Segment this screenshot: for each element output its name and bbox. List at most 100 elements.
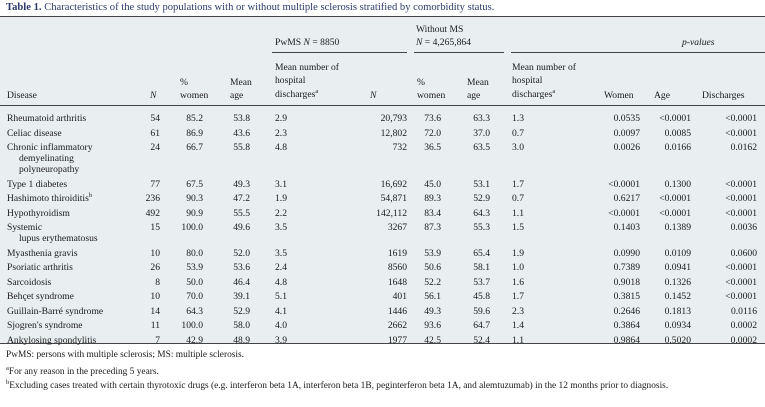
table-cell-age: 39.1 xyxy=(233,291,250,302)
table-cell-pct2: 50.6 xyxy=(424,262,441,273)
footnote-b: bExcluding cases treated with certain th… xyxy=(6,378,669,391)
table-cell-n: 14 xyxy=(150,305,160,317)
table-cell-n: 10 xyxy=(150,291,160,302)
table-row-disease: Sarcoidosis xyxy=(7,276,52,288)
rule-top xyxy=(0,16,765,17)
table-cell-age2: 53.1 xyxy=(473,178,490,190)
table-cell-age2: 65.4 xyxy=(473,247,490,259)
header-age2-line1: Mean xyxy=(467,77,489,88)
table-cell-n2: 54,871 xyxy=(380,193,407,204)
table-cell-n: 15 xyxy=(150,222,160,233)
group-without-line1: Without MS xyxy=(416,24,464,35)
table-cell-pa: 0.1813 xyxy=(664,305,691,317)
table-cell-age: 49.6 xyxy=(233,222,250,233)
table-cell-pct2: 49.3 xyxy=(424,305,441,317)
table-cell-n: 7 xyxy=(155,334,160,346)
table-cell-age: 48.9 xyxy=(233,334,250,346)
table-cell-pct: 90.3 xyxy=(186,193,203,204)
table-cell-pd: <0.0001 xyxy=(725,178,757,190)
table-cell-age: 52.0 xyxy=(233,247,250,259)
table-cell-n2: 1446 xyxy=(387,305,407,317)
table-cell-pct2: 42.5 xyxy=(424,334,441,346)
table-cell-age: 43.6 xyxy=(233,127,250,139)
table-cell-pct2: 87.3 xyxy=(424,222,441,233)
header-pct2-line1: % xyxy=(417,77,425,88)
table-cell-pw: 0.2646 xyxy=(613,305,640,317)
table-cell-dis2: 1.1 xyxy=(512,334,524,346)
table-cell-pct: 70.0 xyxy=(186,291,203,302)
table-cell-n: 26 xyxy=(150,262,160,273)
table-row-disease: Psoriatic arthritis xyxy=(7,262,73,273)
table-cell-n: 61 xyxy=(150,127,160,139)
table-cell-n: 24 xyxy=(150,142,160,153)
table-cell-n: 236 xyxy=(145,193,160,204)
table-cell-dis: 4.8 xyxy=(275,276,287,288)
table-cell-age2: 55.3 xyxy=(473,222,490,233)
rule-header-bottom xyxy=(0,105,765,106)
table-cell-pct: 100.0 xyxy=(181,320,203,331)
table-cell-age2: 45.8 xyxy=(473,291,490,302)
table-cell-age2: 52.9 xyxy=(473,193,490,204)
table-cell-n2: 8560 xyxy=(387,262,407,273)
table-cell-age2: 64.7 xyxy=(473,320,490,331)
table-cell-dis: 4.1 xyxy=(275,305,287,317)
table-cell-pct2: 56.1 xyxy=(424,291,441,302)
header-dis2-line2: hospital xyxy=(512,75,543,86)
table-cell-n2: 1648 xyxy=(387,276,407,288)
table-cell-pw: 0.7389 xyxy=(613,262,640,273)
table-cell-dis2: 2.3 xyxy=(512,305,524,317)
table-cell-age2: 37.0 xyxy=(473,127,490,139)
table-row-disease: Behçet syndrome xyxy=(7,291,74,302)
table-cell-pw: 0.0097 xyxy=(613,127,640,139)
table-cell-pct: 66.7 xyxy=(186,142,203,153)
table-cell-pd: 0.0002 xyxy=(730,334,757,346)
table-cell-age: 47.2 xyxy=(233,193,250,204)
table-cell-dis2: 1.7 xyxy=(512,291,524,302)
header-dis-line3: dischargesa xyxy=(275,87,319,100)
table-cell-pw: 0.1403 xyxy=(613,222,640,233)
table-cell-pd: <0.0001 xyxy=(725,207,757,219)
table-cell-dis: 5.1 xyxy=(275,291,287,302)
table-cell-pa: 0.1452 xyxy=(664,291,691,302)
table-cell-dis: 3.1 xyxy=(275,178,287,190)
header-disease: Disease xyxy=(7,90,37,101)
header-p-age: Age xyxy=(654,90,670,101)
rule-group-pwms xyxy=(272,52,407,53)
table-row-disease: Rheumatoid arthritis xyxy=(7,113,87,124)
table-row-disease: Celiac disease xyxy=(7,127,62,139)
header-p-discharges: Discharges xyxy=(702,90,745,101)
table-cell-n2: 732 xyxy=(392,142,407,153)
header-age2-line2: age xyxy=(467,90,481,101)
table-cell-age: 55.5 xyxy=(233,207,250,219)
table-cell-pa: <0.0001 xyxy=(659,113,691,124)
table-cell-pa: <0.0001 xyxy=(659,193,691,204)
table-cell-pa: 0.0166 xyxy=(664,142,691,153)
table-cell-pw: 0.0026 xyxy=(613,142,640,153)
table-cell-pct: 85.2 xyxy=(186,113,203,124)
table-cell-pct2: 52.2 xyxy=(424,276,441,288)
table-cell-dis: 2.4 xyxy=(275,262,287,273)
table-cell-age2: 63.3 xyxy=(473,113,490,124)
table-cell-dis: 2.2 xyxy=(275,207,287,219)
table-cell-age2: 58.1 xyxy=(473,262,490,273)
table-label: Table 1. xyxy=(6,2,42,13)
table-cell-age: 49.3 xyxy=(233,178,250,190)
table-cell-age: 58.0 xyxy=(233,320,250,331)
table-cell-n: 492 xyxy=(145,207,160,219)
table-cell-pd: <0.0001 xyxy=(725,113,757,124)
table-cell-n: 11 xyxy=(150,320,160,331)
table-cell-pct2: 72.0 xyxy=(424,127,441,139)
header-dis2-line1: Mean number of xyxy=(512,62,576,73)
table-cell-pct: 86.9 xyxy=(186,127,203,139)
header-age-line2: age xyxy=(230,90,244,101)
header-n: N xyxy=(150,90,157,101)
table-cell-dis: 4.0 xyxy=(275,320,287,331)
table-cell-pd: <0.0001 xyxy=(725,127,757,139)
table-cell-pct2: 45.0 xyxy=(424,178,441,190)
table-cell-pd: 0.0036 xyxy=(730,222,757,233)
table-cell-n: 77 xyxy=(150,178,160,190)
table-row-disease: Type 1 diabetes xyxy=(7,178,68,190)
table-cell-pd: <0.0001 xyxy=(725,262,757,273)
table-cell-pw: 0.3815 xyxy=(613,291,640,302)
table-cell-pct: 67.5 xyxy=(186,178,203,190)
